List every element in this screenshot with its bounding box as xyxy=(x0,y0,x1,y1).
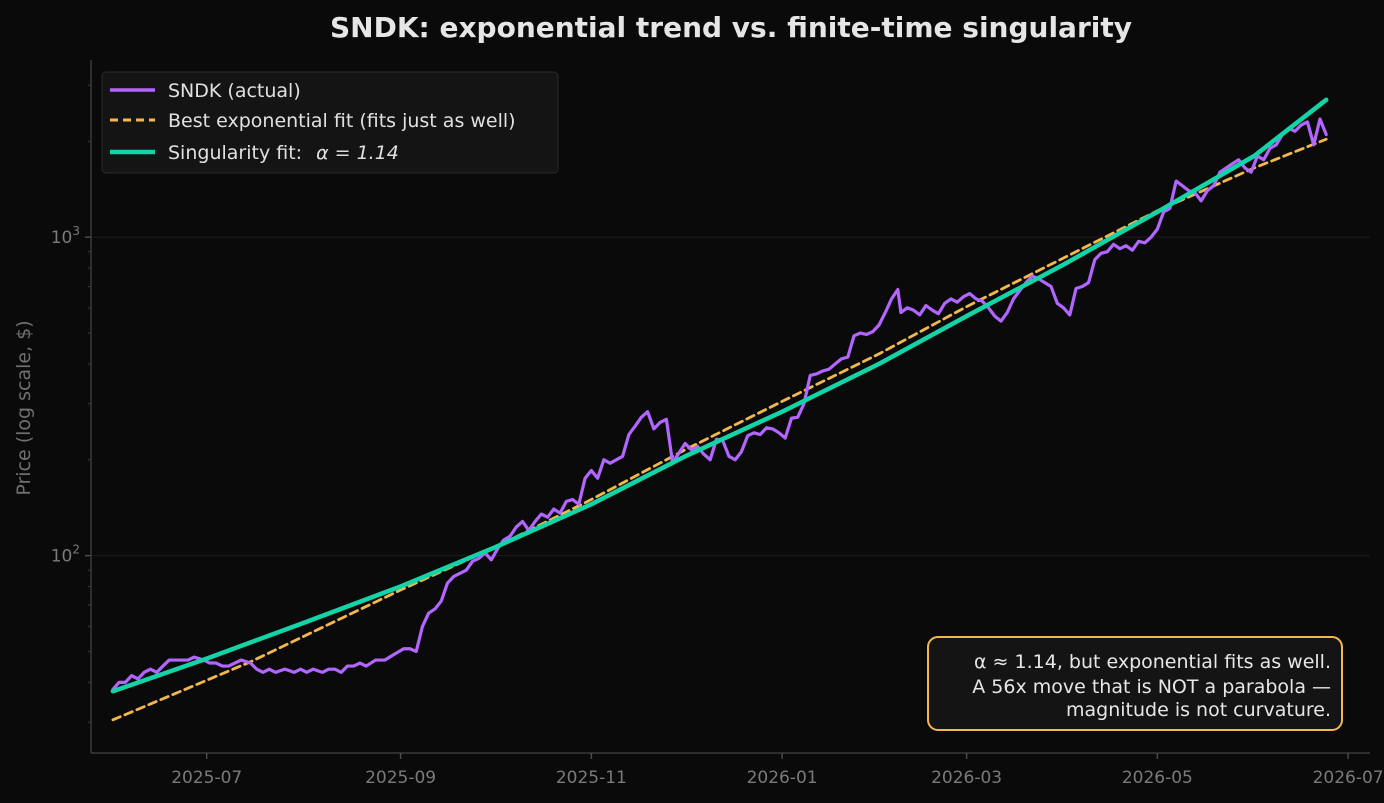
chart-title: SNDK: exponential trend vs. finite-time … xyxy=(330,11,1132,44)
x-tick-label: 2026-07 xyxy=(1313,768,1384,788)
annotation-frame xyxy=(927,636,1343,731)
legend-label-exponential: Best exponential fit (fits just as well) xyxy=(168,110,516,132)
x-tick-label: 2025-11 xyxy=(556,768,627,788)
y-tick-exponent: 2 xyxy=(72,543,80,557)
series-layer xyxy=(110,97,1329,722)
legend-label-singularity-name: Singularity fit: xyxy=(168,142,302,164)
y-axis-label: Price (log scale, $) xyxy=(13,320,35,495)
y-tick-base: 10 xyxy=(51,228,73,248)
y-tick-base: 10 xyxy=(51,547,73,567)
legend-label-actual: SNDK (actual) xyxy=(168,80,301,102)
annotation-line-2: A 56x move that is NOT a parabola — xyxy=(972,676,1331,698)
x-tick-label: 2026-03 xyxy=(931,768,1002,788)
legend-label-singularity: Singularity fit: α = 1.14 xyxy=(168,142,399,164)
y-tick-exponent: 3 xyxy=(72,224,80,238)
x-tick-label: 2025-09 xyxy=(365,768,436,788)
legend: SNDK (actual) Best exponential fit (fits… xyxy=(101,71,559,174)
grid xyxy=(91,236,1370,557)
y-tick-label: 103 xyxy=(51,224,80,248)
x-tick-label: 2026-01 xyxy=(747,768,818,788)
series-line-singularity xyxy=(110,97,1329,694)
x-ticks: 2025-07 2025-09 2025-11 2026-01 2026-03 2026-… xyxy=(171,753,1384,788)
x-tick-label: 2025-07 xyxy=(171,768,242,788)
y-tick-label: 102 xyxy=(51,543,80,567)
annotation-line-3: magnitude is not curvature. xyxy=(1066,699,1331,721)
series-line-actual xyxy=(111,117,1328,692)
legend-label-singularity-alpha: α = 1.14 xyxy=(316,142,399,164)
legend-box xyxy=(101,71,559,174)
annotation-box: α ≈ 1.14, but exponential fits as well. … xyxy=(927,636,1343,731)
x-tick-label: 2026-05 xyxy=(1122,768,1193,788)
annotation-line-1: α ≈ 1.14, but exponential fits as well. xyxy=(974,651,1331,673)
